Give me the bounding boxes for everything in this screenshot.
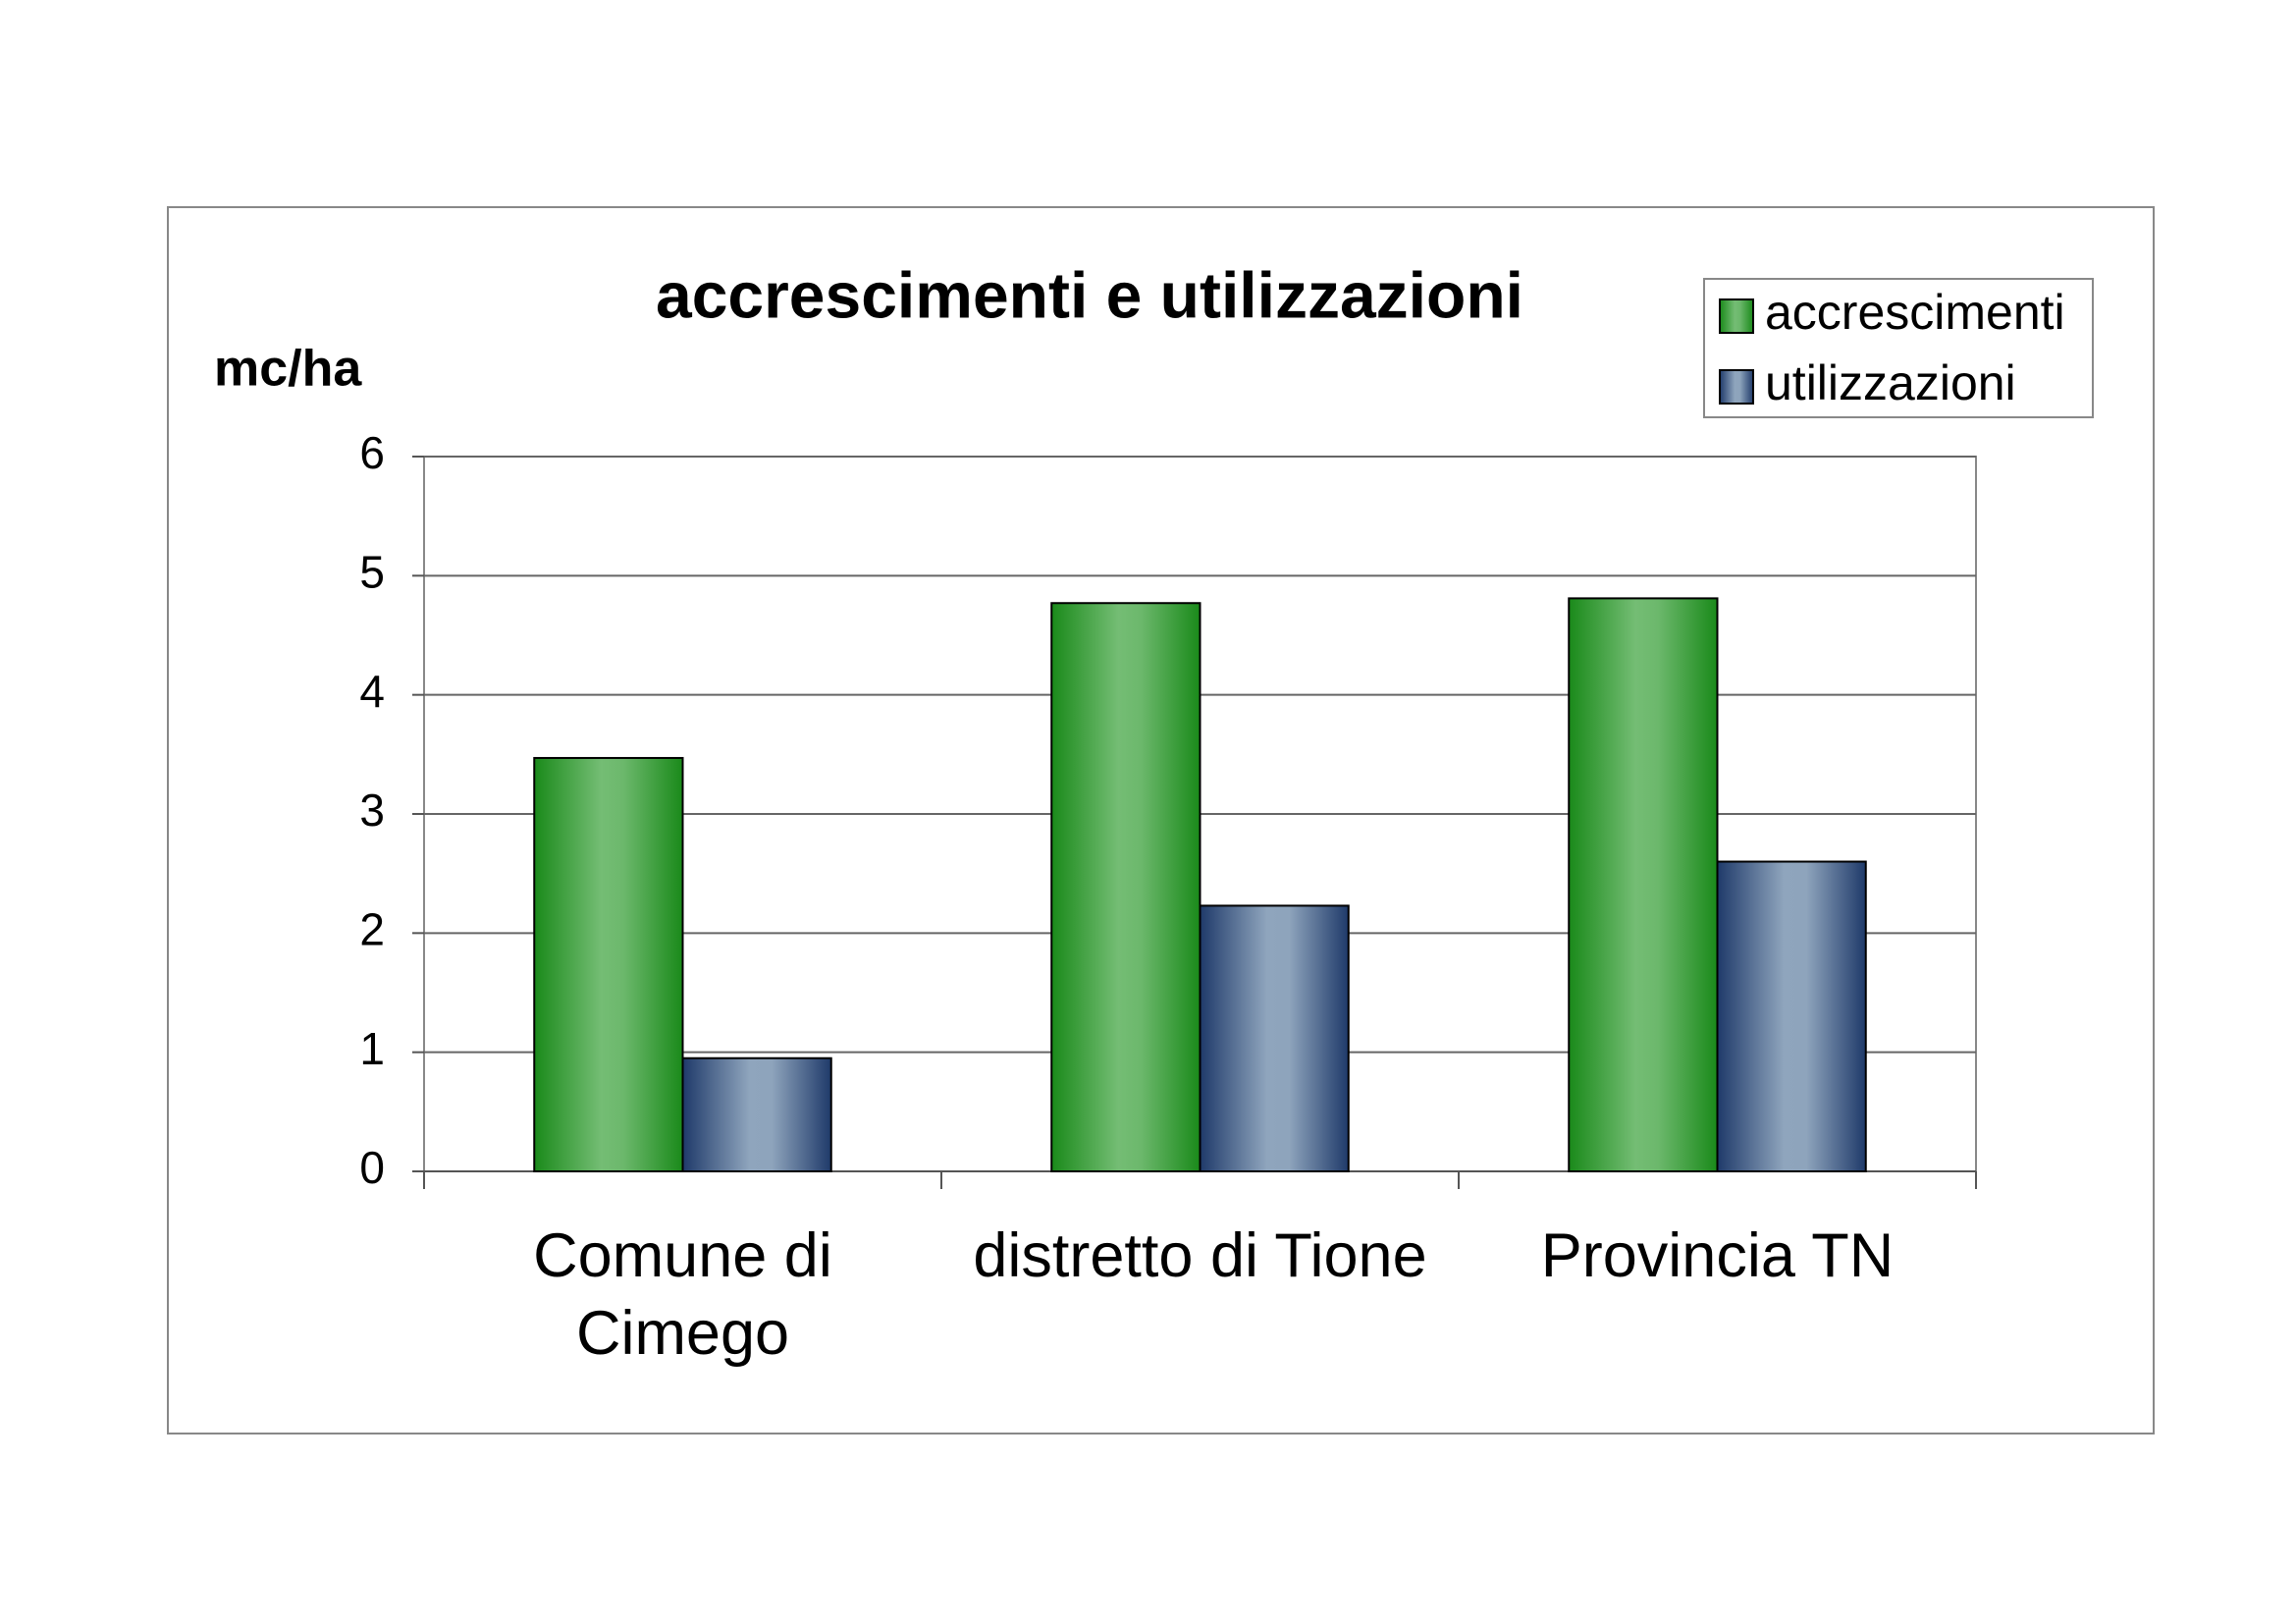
x-tick-label: distretto di Tione [973, 1221, 1427, 1290]
y-tick-label: 1 [359, 1023, 385, 1074]
legend: accrescimenti utilizzazioni [1703, 278, 2094, 418]
bar [681, 1056, 832, 1172]
y-tick-label: 5 [359, 546, 385, 597]
y-tick-label: 3 [359, 785, 385, 836]
legend-label: accrescimenti [1765, 285, 2065, 340]
x-tick-label-box: Provincia TN [1540, 1221, 1895, 1290]
y-tick-label: 2 [359, 903, 385, 954]
legend-swatch [1719, 298, 1754, 334]
legend-frame [1703, 278, 2094, 418]
bar [1050, 602, 1201, 1172]
chart-title: accrescimenti e utilizzazioni [656, 258, 1523, 331]
y-tick-label: 0 [359, 1142, 385, 1193]
bar [1568, 597, 1719, 1172]
y-tick-label: 4 [359, 666, 385, 717]
bar [533, 756, 684, 1172]
x-tick-label-box: Comune di Cimego [533, 1221, 832, 1368]
x-tick-label: Comune di Cimego [533, 1221, 832, 1368]
legend-label: utilizzazioni [1765, 355, 2016, 410]
x-tick-label-box: distretto di Tione [973, 1221, 1427, 1290]
x-tick-label: Provincia TN [1540, 1221, 1895, 1290]
bar [1716, 860, 1867, 1172]
y-axis-label: mc/ha [214, 341, 362, 398]
legend-swatch [1719, 369, 1754, 405]
y-tick-label: 6 [359, 427, 385, 478]
bar [1199, 904, 1350, 1173]
